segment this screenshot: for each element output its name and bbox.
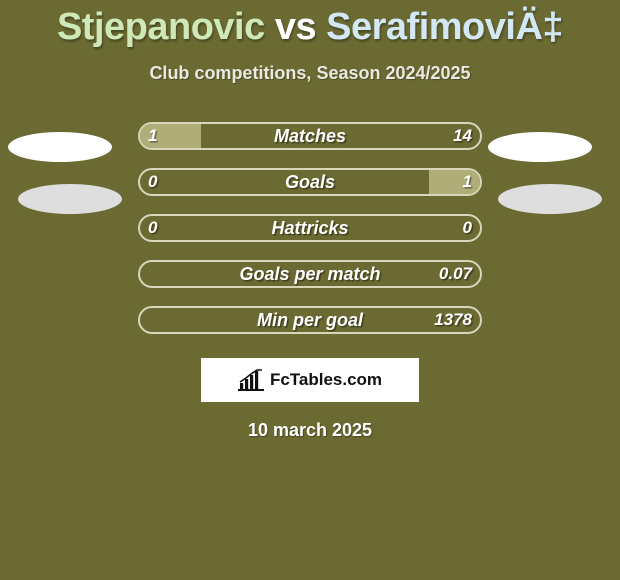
stat-value-right: 1 bbox=[463, 168, 472, 196]
footer-date: 10 march 2025 bbox=[0, 420, 620, 441]
decor-ellipse bbox=[18, 184, 122, 214]
stat-row: Min per goal1378 bbox=[0, 298, 620, 344]
title-vs: vs bbox=[275, 6, 316, 48]
stat-bar bbox=[138, 122, 482, 150]
chart-icon bbox=[238, 369, 264, 391]
stat-value-right: 1378 bbox=[434, 306, 472, 334]
page-title: Stjepanovic vs SerafimoviÄ‡ bbox=[0, 0, 620, 49]
stat-value-right: 0 bbox=[463, 214, 472, 242]
stat-row: Goals per match0.07 bbox=[0, 252, 620, 298]
subtitle: Club competitions, Season 2024/2025 bbox=[0, 63, 620, 84]
decor-ellipse bbox=[488, 132, 592, 162]
title-right: SerafimoviÄ‡ bbox=[326, 6, 563, 48]
stat-row: Hattricks00 bbox=[0, 206, 620, 252]
stat-value-right: 0.07 bbox=[439, 260, 472, 288]
stat-value-right: 14 bbox=[453, 122, 472, 150]
decor-ellipse bbox=[8, 132, 112, 162]
brand-text: FcTables.com bbox=[270, 370, 382, 390]
stat-bar bbox=[138, 168, 482, 196]
stat-bar bbox=[138, 306, 482, 334]
title-left: Stjepanovic bbox=[57, 6, 265, 48]
stat-value-left: 0 bbox=[148, 214, 157, 242]
stat-value-left: 0 bbox=[148, 168, 157, 196]
brand-card[interactable]: FcTables.com bbox=[201, 358, 419, 402]
stat-value-left: 1 bbox=[148, 122, 157, 150]
stat-bar bbox=[138, 260, 482, 288]
stat-bar-fill-right bbox=[429, 170, 480, 194]
decor-ellipse bbox=[498, 184, 602, 214]
stat-bar bbox=[138, 214, 482, 242]
